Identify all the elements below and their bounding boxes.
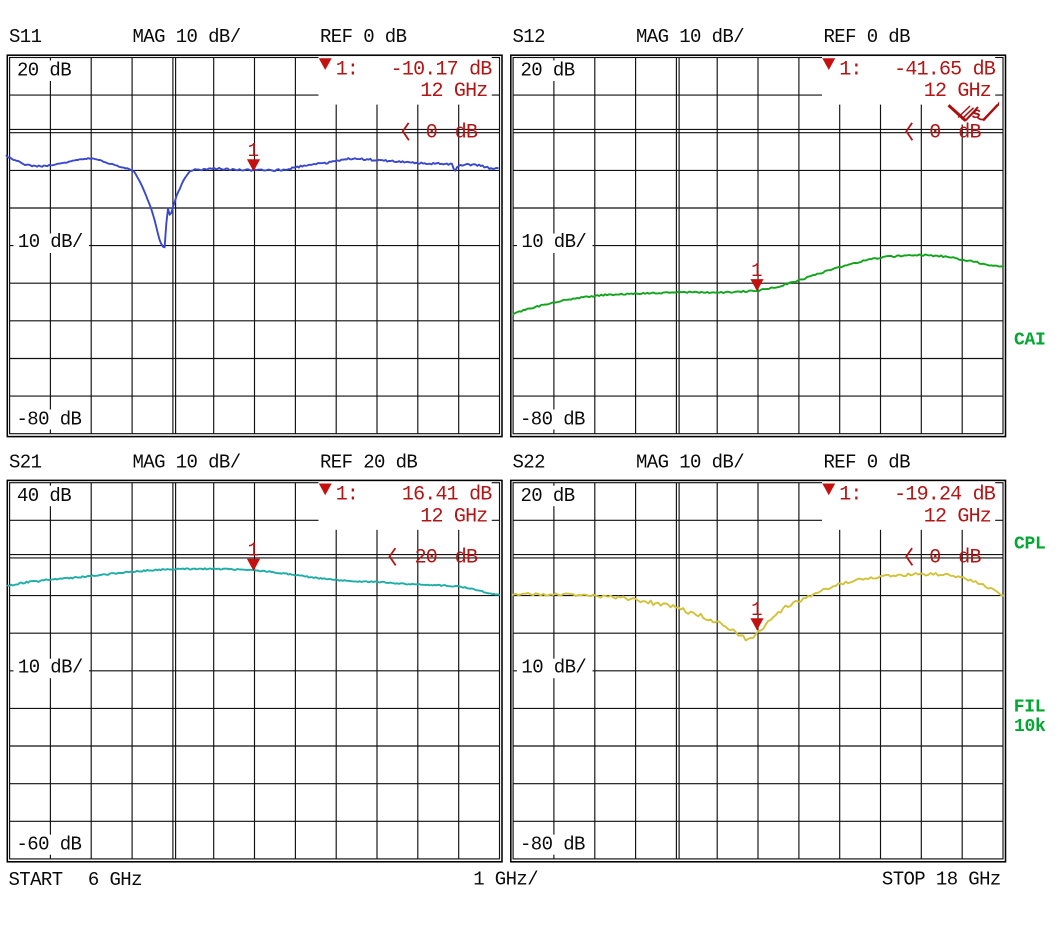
svg-text:10 dB/: 10 dB/ (521, 231, 586, 253)
svg-text:20 dB: 20 dB (521, 485, 575, 507)
svg-text:MAG 10 dB/: MAG 10 dB/ (133, 26, 241, 48)
svg-text:0: 0 (929, 547, 940, 570)
svg-text:1: 1 (751, 260, 762, 282)
svg-text:10 dB/: 10 dB/ (521, 656, 586, 678)
svg-text:10 dB/: 10 dB/ (18, 231, 83, 253)
svg-text:1: 1 (751, 599, 762, 621)
svg-text:FIL: FIL (1014, 698, 1046, 718)
svg-text:-80 dB: -80 dB (520, 834, 585, 856)
svg-text:CAI: CAI (1014, 331, 1046, 351)
svg-text:20: 20 (415, 547, 437, 570)
svg-text:1: 1 (248, 140, 259, 162)
svg-text:1:: 1: (336, 58, 358, 81)
svg-text:1 GHz/: 1 GHz/ (473, 869, 538, 891)
svg-text:-19.24 dB: -19.24 dB (894, 484, 996, 507)
svg-text:dB: dB (958, 121, 981, 144)
svg-text:10k: 10k (1014, 717, 1046, 737)
svg-text:12 GHz: 12 GHz (420, 80, 487, 103)
svg-text:S22: S22 (513, 451, 546, 473)
svg-text:CPL: CPL (1014, 534, 1046, 554)
svg-text:20 dB: 20 dB (17, 60, 71, 82)
svg-text:1: 1 (248, 540, 259, 562)
svg-text:-10.17 dB: -10.17 dB (391, 58, 493, 81)
svg-text:-80 dB: -80 dB (17, 408, 82, 430)
svg-text:MAG 10 dB/: MAG 10 dB/ (636, 26, 744, 48)
svg-text:-41.65 dB: -41.65 dB (894, 58, 996, 81)
svg-text:-80 dB: -80 dB (520, 408, 585, 430)
svg-text:S11: S11 (9, 26, 42, 48)
svg-text:MAG 10 dB/: MAG 10 dB/ (636, 451, 744, 473)
svg-text:REF 0 dB: REF 0 dB (320, 26, 407, 48)
svg-text:12 GHz: 12 GHz (924, 80, 991, 103)
svg-text:1:: 1: (839, 58, 861, 81)
svg-text:REF 0 dB: REF 0 dB (824, 451, 911, 473)
svg-text:12 GHz: 12 GHz (420, 505, 487, 528)
svg-text:40 dB: 40 dB (17, 485, 71, 507)
svg-text:12 GHz: 12 GHz (924, 505, 991, 528)
svg-text:16.41 dB: 16.41 dB (402, 484, 492, 507)
svg-text:STOP 18 GHz: STOP 18 GHz (882, 869, 1001, 891)
svg-text:-60 dB: -60 dB (17, 834, 82, 856)
svg-text:10 dB/: 10 dB/ (18, 656, 83, 678)
svg-text:s: s (972, 105, 982, 123)
svg-text:dB: dB (455, 547, 478, 570)
svg-text:0: 0 (929, 121, 940, 144)
svg-text:S21: S21 (9, 451, 42, 473)
svg-text:REF 0 dB: REF 0 dB (824, 26, 911, 48)
svg-text:dB: dB (455, 121, 478, 144)
svg-text:S12: S12 (513, 26, 546, 48)
svg-text:REF 20 dB: REF 20 dB (320, 451, 417, 473)
svg-text:MAG 10 dB/: MAG 10 dB/ (133, 451, 241, 473)
svg-text:1:: 1: (336, 484, 358, 507)
svg-text:1:: 1: (839, 484, 861, 507)
svg-text:6 GHz: 6 GHz (88, 869, 142, 891)
svg-text:START: START (9, 869, 63, 891)
svg-text:20 dB: 20 dB (521, 60, 575, 82)
svg-text:dB: dB (958, 547, 981, 570)
svg-text:0: 0 (426, 121, 437, 144)
